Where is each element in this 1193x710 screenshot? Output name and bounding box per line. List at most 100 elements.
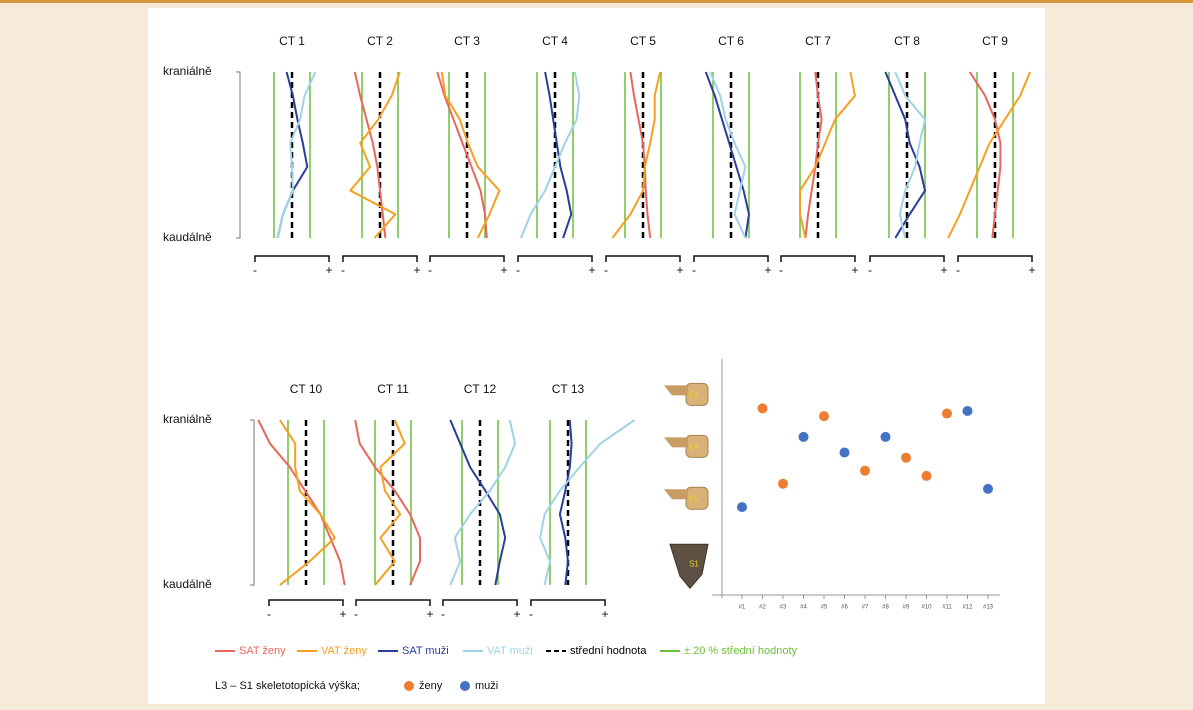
panel-title: CT 6 <box>718 34 744 48</box>
x-plus: + <box>764 263 771 277</box>
legend-title: L3 – S1 skeletotopická výška; <box>215 680 360 692</box>
bracket <box>780 255 856 262</box>
x-plus: + <box>513 607 520 621</box>
point <box>819 411 829 422</box>
x-plus: + <box>413 263 420 277</box>
y-tick-label: L4 <box>690 442 699 451</box>
profile-line <box>629 71 652 239</box>
legend-label: VAT ženy <box>321 645 367 657</box>
profile-line <box>279 419 336 586</box>
bottom-label: kaudálně <box>163 577 212 591</box>
x-tick-label: #4 <box>800 605 807 611</box>
point <box>942 408 952 419</box>
x-plus: + <box>339 607 346 621</box>
x-minus: - <box>956 263 960 277</box>
x-plus: + <box>676 263 683 277</box>
x-tick-label: #9 <box>903 605 910 611</box>
panel-title: CT 8 <box>894 34 920 48</box>
x-tick-label: #1 <box>739 605 746 611</box>
legend-label: ± 20 % střední hodnoty <box>684 645 798 657</box>
bracket <box>268 599 344 606</box>
x-minus: - <box>428 263 432 277</box>
vertebra-process <box>664 385 688 396</box>
y-axis <box>236 71 241 239</box>
x-plus: + <box>940 263 947 277</box>
legend-label: ženy <box>419 680 443 692</box>
profile-line <box>353 71 387 239</box>
x-tick-label: #2 <box>759 605 766 611</box>
profile-line <box>894 71 926 239</box>
bracket <box>605 255 681 262</box>
bracket <box>693 255 769 262</box>
x-minus: - <box>253 263 257 277</box>
profile-line <box>374 419 406 586</box>
profile-line <box>704 71 750 239</box>
vertebra: L5 <box>664 486 709 510</box>
top-label: kraniálně <box>163 412 212 426</box>
profile-line <box>440 71 501 239</box>
legend-label: VAT muži <box>487 645 533 657</box>
panel-title: CT 10 <box>290 382 323 396</box>
x-tick-label: #13 <box>983 605 994 611</box>
profile-line <box>968 71 1002 239</box>
panel-title: CT 4 <box>542 34 568 48</box>
panel-title: CT 5 <box>630 34 656 48</box>
profile-line <box>436 71 488 239</box>
y-axis <box>250 419 255 586</box>
profile-line <box>611 71 662 239</box>
point <box>921 470 932 481</box>
x-plus: + <box>325 263 332 277</box>
x-tick-label: #8 <box>882 605 889 611</box>
panel-title: CT 1 <box>279 34 305 48</box>
x-minus: - <box>267 607 271 621</box>
x-minus: - <box>441 607 445 621</box>
point <box>778 478 788 489</box>
profile-line <box>544 71 573 239</box>
vertebra: S1 <box>669 543 709 590</box>
x-minus: - <box>354 607 358 621</box>
profile-line <box>519 71 581 239</box>
profile-line <box>449 419 517 586</box>
profile-line <box>449 419 507 586</box>
x-tick-label: #7 <box>862 605 869 611</box>
x-tick-label: #10 <box>921 605 932 611</box>
profile-line <box>804 71 823 239</box>
vertebra-process <box>664 489 688 500</box>
profile-line <box>349 71 401 239</box>
point <box>798 431 809 442</box>
profile-line <box>354 419 421 586</box>
legend-dot <box>460 681 470 691</box>
top-label: kraniálně <box>163 64 212 78</box>
panel-title: CT 9 <box>982 34 1008 48</box>
x-tick-label: #5 <box>821 605 828 611</box>
x-minus: - <box>692 263 696 277</box>
x-plus: + <box>601 607 608 621</box>
x-tick-label: #3 <box>780 605 787 611</box>
x-plus: + <box>588 263 595 277</box>
point <box>880 431 891 442</box>
x-plus: + <box>500 263 507 277</box>
x-tick-label: #12 <box>962 605 973 611</box>
point <box>901 452 911 463</box>
vertebra-process <box>664 437 688 448</box>
vertebra: L4 <box>664 434 709 458</box>
legend-label: muži <box>475 680 498 692</box>
profile-line <box>276 71 317 239</box>
panel-title: CT 7 <box>805 34 831 48</box>
x-plus: + <box>426 607 433 621</box>
panel-title: CT 13 <box>552 382 585 396</box>
legend-label: SAT ženy <box>239 645 286 657</box>
bracket <box>342 255 418 262</box>
x-minus: - <box>779 263 783 277</box>
x-minus: - <box>604 263 608 277</box>
legend-label: střední hodnota <box>570 645 647 657</box>
vertebra: L3 <box>664 382 709 406</box>
y-tick-label: L3 <box>690 390 699 399</box>
point <box>737 502 747 513</box>
vertebra-shape <box>669 543 709 590</box>
point <box>962 405 973 416</box>
bracket <box>530 599 606 606</box>
profile-line <box>884 71 926 239</box>
point <box>839 447 850 458</box>
